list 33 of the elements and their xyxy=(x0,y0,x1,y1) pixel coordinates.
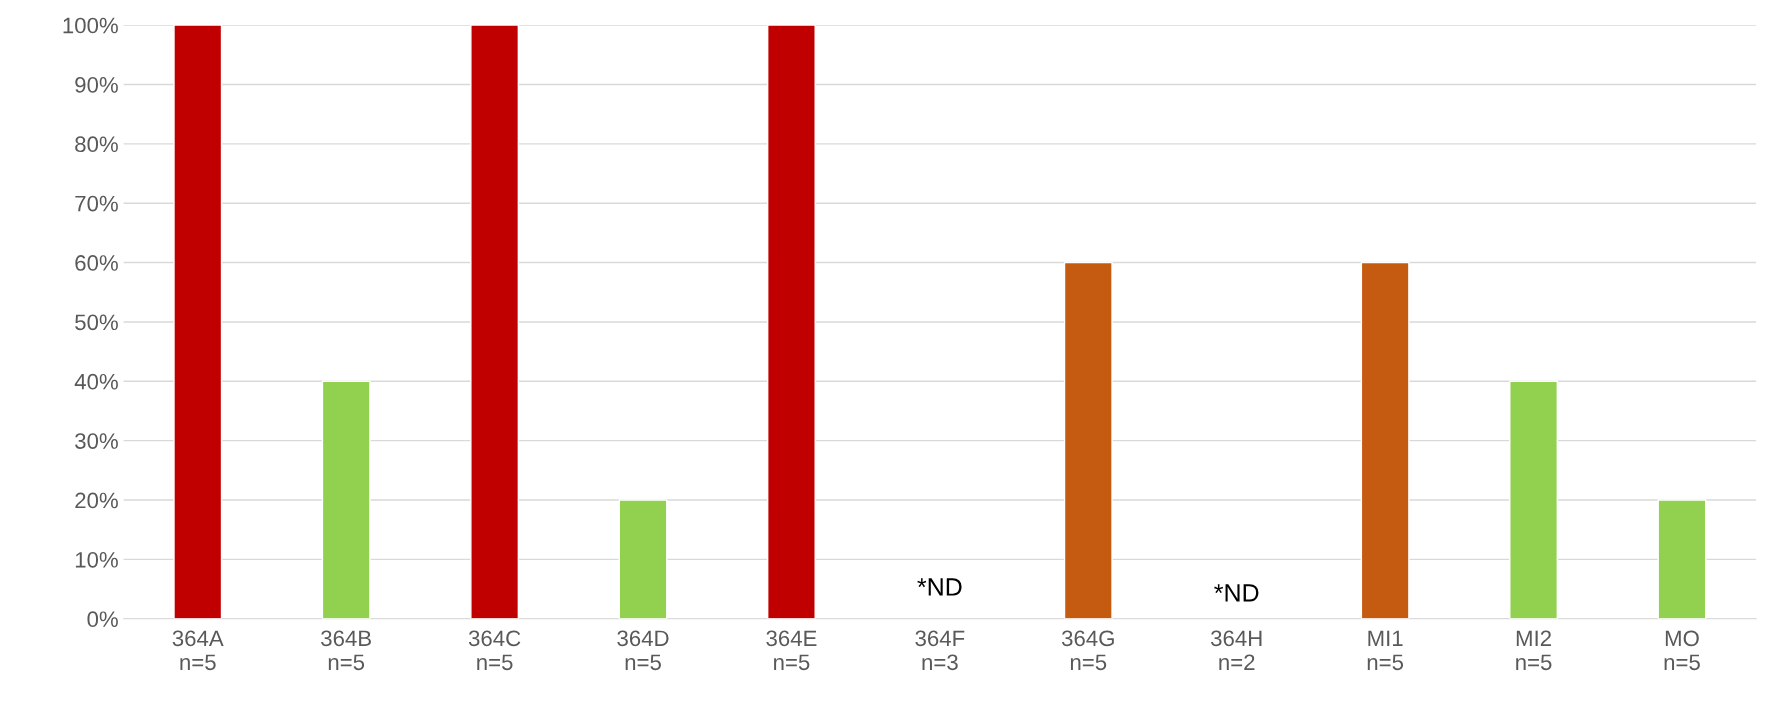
bar xyxy=(1063,261,1113,619)
x-tick-label: 364A n=5 xyxy=(172,630,224,671)
x-tick-label: 364H n=2 xyxy=(1210,630,1262,670)
x-tick-label: 364G n=5 xyxy=(1061,630,1114,671)
annotation: *ND xyxy=(917,578,962,596)
bar xyxy=(173,25,223,619)
x-tick-label: 364D n=5 xyxy=(617,630,669,671)
bar xyxy=(470,25,520,619)
y-tick-label: 60% xyxy=(75,255,118,271)
bar xyxy=(321,380,371,619)
y-tick-label: 20% xyxy=(75,492,118,509)
x-tick-label: MI2 n=5 xyxy=(1516,630,1552,671)
bar xyxy=(1657,499,1707,619)
y-tick-label: 100% xyxy=(63,17,118,34)
y-tick-label: 70% xyxy=(75,195,118,212)
bar xyxy=(1360,261,1410,619)
bar xyxy=(766,25,816,619)
bar xyxy=(1509,380,1558,619)
x-tick-label: MI1 n=5 xyxy=(1367,630,1404,671)
y-tick-label: 0% xyxy=(87,611,118,628)
y-tick-label: 80% xyxy=(75,136,118,153)
y-tick-label: 30% xyxy=(75,433,118,449)
annotation: *ND xyxy=(1214,584,1259,602)
y-tick-label: 50% xyxy=(75,314,118,331)
y-tick-label: 10% xyxy=(75,551,118,568)
x-tick-label: MO n=5 xyxy=(1664,630,1700,671)
x-tick-label: 364E n=5 xyxy=(766,630,817,671)
y-tick-label: 40% xyxy=(74,373,118,390)
x-tick-label: 364C n=5 xyxy=(468,630,521,671)
bar xyxy=(618,499,668,619)
x-tick-label: 364F n=3 xyxy=(915,630,965,671)
x-tick-label: 364B n=5 xyxy=(321,630,371,671)
y-tick-label: 90% xyxy=(75,77,118,93)
